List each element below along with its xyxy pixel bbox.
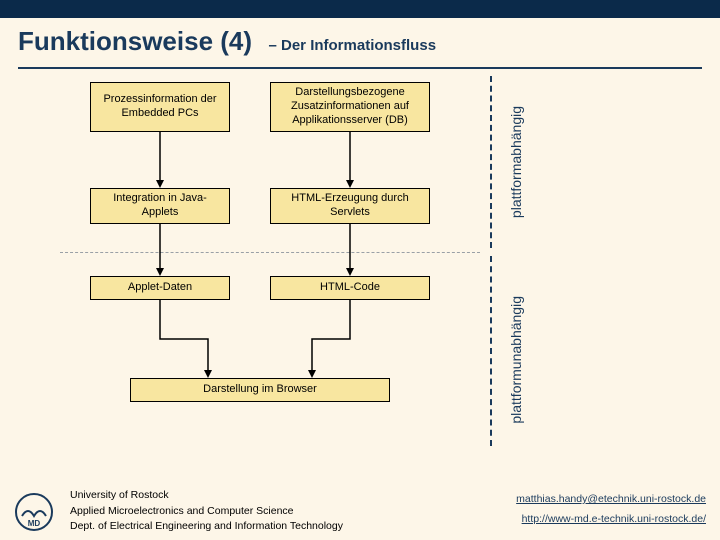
header: Funktionsweise (4) – Der Informationsflu… (0, 18, 720, 63)
website-link[interactable]: http://www-md.e-technik.uni-rostock.de/ (522, 513, 706, 525)
header-rule (18, 67, 702, 69)
top-stripe (0, 0, 720, 18)
university-logo-icon: MD (14, 492, 54, 532)
affil-line-1: University of Rostock (70, 488, 343, 503)
footer: MD University of Rostock Applied Microel… (0, 478, 720, 540)
email-link[interactable]: matthias.handy@etechnik.uni-rostock.de (516, 493, 706, 505)
page-subtitle: – Der Informationsfluss (269, 37, 437, 54)
affiliation: University of Rostock Applied Microelect… (70, 488, 343, 534)
arrows (60, 76, 530, 456)
flow-diagram: Prozessinformation der Embedded PCs Dars… (60, 76, 530, 456)
svg-text:MD: MD (28, 519, 41, 528)
affil-line-3: Dept. of Electrical Engineering and Info… (70, 519, 343, 534)
page-title: Funktionsweise (4) (18, 26, 252, 56)
affil-line-2: Applied Microelectronics and Computer Sc… (70, 504, 343, 519)
contact-links: matthias.handy@etechnik.uni-rostock.de h… (516, 490, 706, 530)
